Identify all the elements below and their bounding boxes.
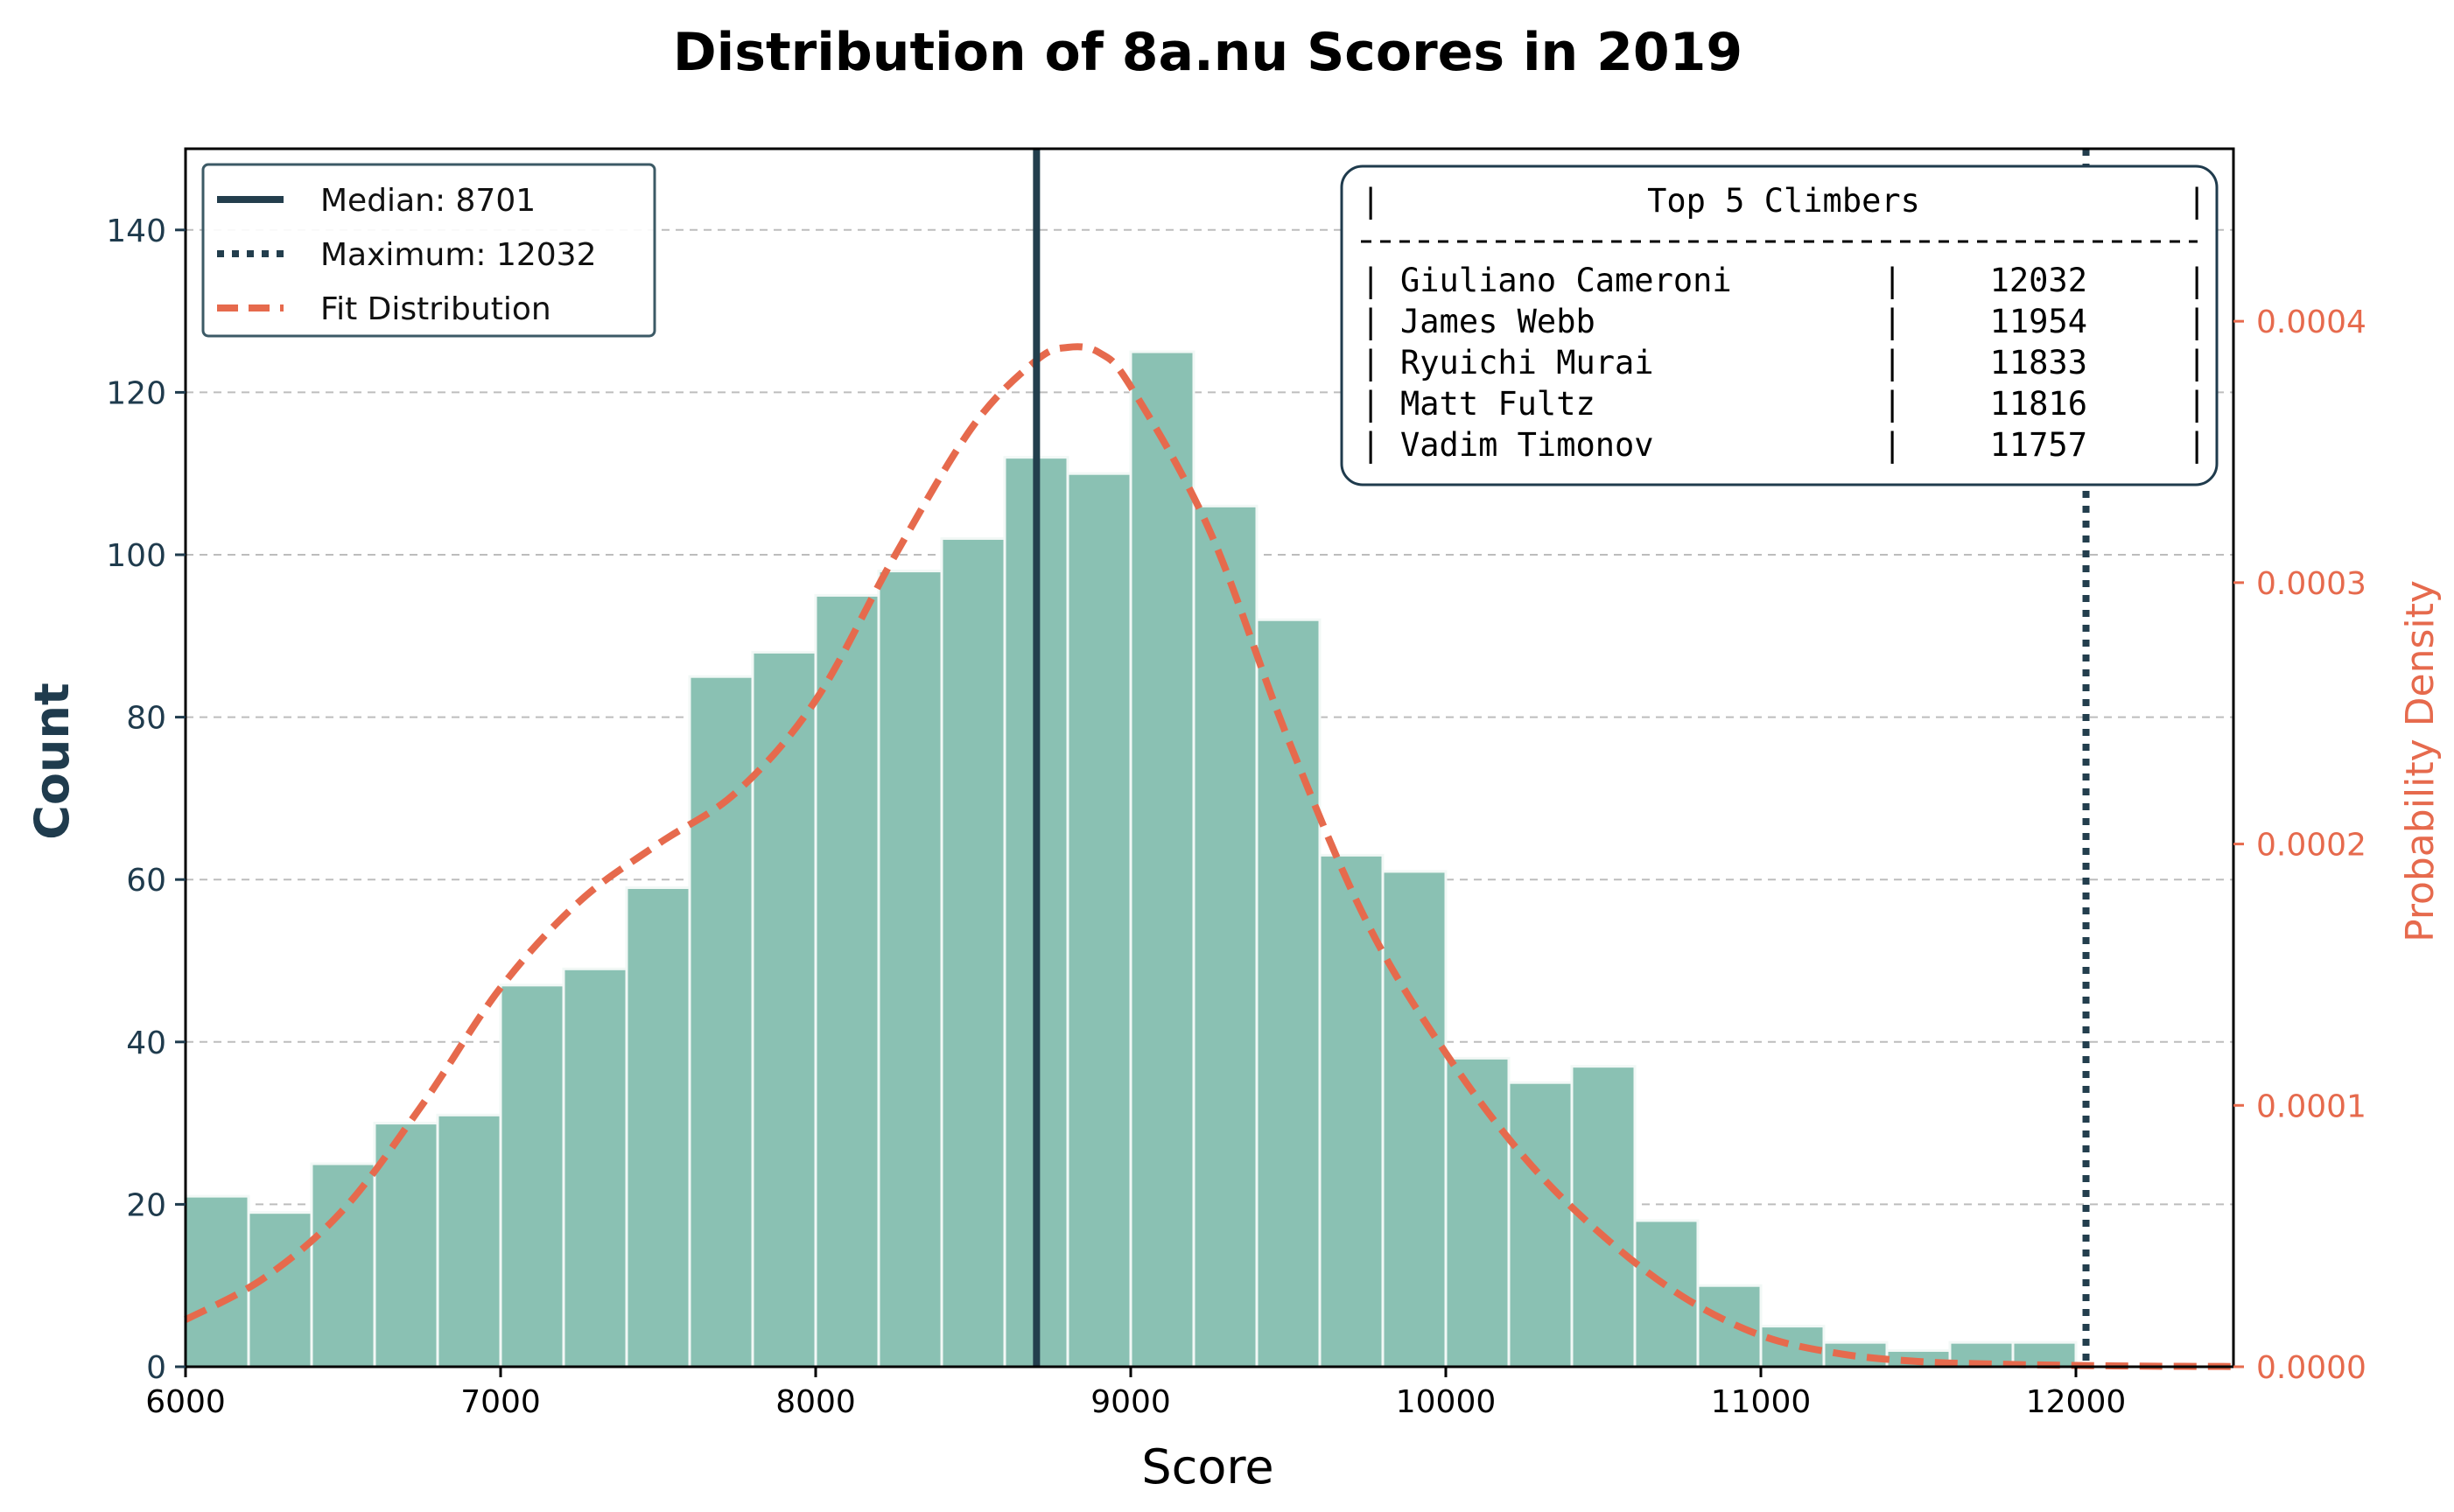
table-border: | <box>2187 182 2206 220</box>
histogram-bar <box>625 886 691 1368</box>
table-border: | <box>1361 182 1380 220</box>
table-border: | <box>2187 303 2206 340</box>
chart-title: Distribution of 8a.nu Scores in 2019 <box>673 22 1742 83</box>
y-tick-label: 60 <box>126 863 166 899</box>
y2-tick-label: 0.0003 <box>2256 566 2366 602</box>
climber-score: 11816 <box>1990 385 2087 423</box>
y-tick-label: 40 <box>126 1026 166 1061</box>
histogram-bar <box>1192 504 1259 1368</box>
bars-layer <box>184 350 2078 1368</box>
x-tick-label: 9000 <box>1090 1384 1171 1420</box>
table-border: | <box>2187 426 2206 464</box>
table-border: | <box>1883 385 1902 423</box>
histogram-bar <box>1129 350 1195 1368</box>
climber-score: 11757 <box>1990 426 2087 464</box>
climber-name: Ryuichi Murai <box>1400 344 1654 382</box>
table-border: | <box>2187 344 2206 382</box>
histogram-bar <box>1255 618 1322 1368</box>
x-tick-label: 6000 <box>145 1384 226 1420</box>
histogram-bar <box>1318 853 1385 1368</box>
top-climbers-table: | Top 5 Climbers || Giuliano Cameroni | 12032… <box>1340 164 2219 486</box>
histogram-bar <box>688 675 754 1368</box>
histogram-bar <box>1381 870 1448 1368</box>
y-tick-label: 140 <box>106 214 166 249</box>
x-axis-label: Score <box>1141 1439 1273 1494</box>
histogram-bar <box>1507 1081 1574 1368</box>
histogram-bar <box>877 570 943 1368</box>
fit-distribution-curve <box>184 343 2234 1370</box>
table-border: | <box>1361 303 1380 340</box>
y2-tick-label: 0.0002 <box>2256 828 2366 864</box>
y2-axis-label: Probability Density <box>2398 580 2443 942</box>
histogram-bar <box>1066 472 1132 1368</box>
climber-name: James Webb <box>1400 303 1595 340</box>
histogram-bar <box>814 593 880 1368</box>
y-axis-label: Count <box>25 682 80 839</box>
climber-score: 11954 <box>1990 303 2087 340</box>
histogram-bar <box>499 984 565 1368</box>
curve-layer <box>184 343 2234 1370</box>
y2-tick-label: 0.0004 <box>2256 304 2366 340</box>
histogram-bar <box>310 1162 376 1368</box>
histogram-bar <box>184 1194 250 1368</box>
table-header: Top 5 Climbers <box>1647 182 1920 220</box>
histogram-bar <box>247 1211 313 1368</box>
y2-tick-label: 0.0000 <box>2256 1350 2366 1386</box>
y2-tick-label: 0.0001 <box>2256 1088 2366 1124</box>
legend-entry-label: Maximum: 12032 <box>320 237 596 273</box>
table-border: | <box>1361 426 1380 464</box>
table-border: | <box>1361 344 1380 382</box>
y-tick-label: 80 <box>126 701 166 737</box>
reference-lines-layer <box>1033 149 2090 1367</box>
x-tick-label: 8000 <box>775 1384 856 1420</box>
climber-score: 12032 <box>1990 262 2087 299</box>
table-border: | <box>1883 426 1902 464</box>
climber-name: Matt Fultz <box>1400 385 1595 423</box>
legend-entry-label: Median: 8701 <box>320 183 536 219</box>
legend-entry-label: Fit Distribution <box>320 291 551 327</box>
histogram-bar <box>1633 1219 1700 1368</box>
table-border: | <box>1883 262 1902 299</box>
histogram-bar <box>436 1113 502 1368</box>
table-border: | <box>2187 385 2206 423</box>
y-tick-label: 100 <box>106 538 166 574</box>
histogram-bar <box>751 650 817 1368</box>
table-border: | <box>2187 262 2206 299</box>
legend-box <box>201 163 656 338</box>
climber-name: Vadim Timonov <box>1400 426 1654 464</box>
legend: Median: 8701 Maximum: 12032 Fit Distributi… <box>201 163 656 338</box>
y-tick-label: 120 <box>106 375 166 411</box>
top-climbers-box <box>1340 164 2219 486</box>
table-border: | <box>1883 344 1902 382</box>
plot-frame <box>184 147 2235 1368</box>
axes-layer: 6000 7000 8000 9000 10000 11000 12000 0 20 40 60 80… <box>106 147 2366 1420</box>
table-border: | <box>1883 303 1902 340</box>
x-tick-label: 11000 <box>1711 1384 1812 1420</box>
histogram-bar <box>1696 1284 1763 1368</box>
table-border: | <box>1361 262 1380 299</box>
histogram-bar <box>562 967 628 1368</box>
table-border: | <box>1361 385 1380 423</box>
y-tick-label: 20 <box>126 1187 166 1223</box>
x-tick-label: 7000 <box>460 1384 541 1420</box>
y-tick-label: 0 <box>146 1350 166 1386</box>
climber-score: 11833 <box>1990 344 2087 382</box>
climber-name: Giuliano Cameroni <box>1400 262 1732 299</box>
histogram-bar <box>940 536 1006 1368</box>
histogram-bar <box>1444 1056 1511 1368</box>
x-tick-label: 12000 <box>2026 1384 2127 1420</box>
x-tick-label: 10000 <box>1396 1384 1497 1420</box>
